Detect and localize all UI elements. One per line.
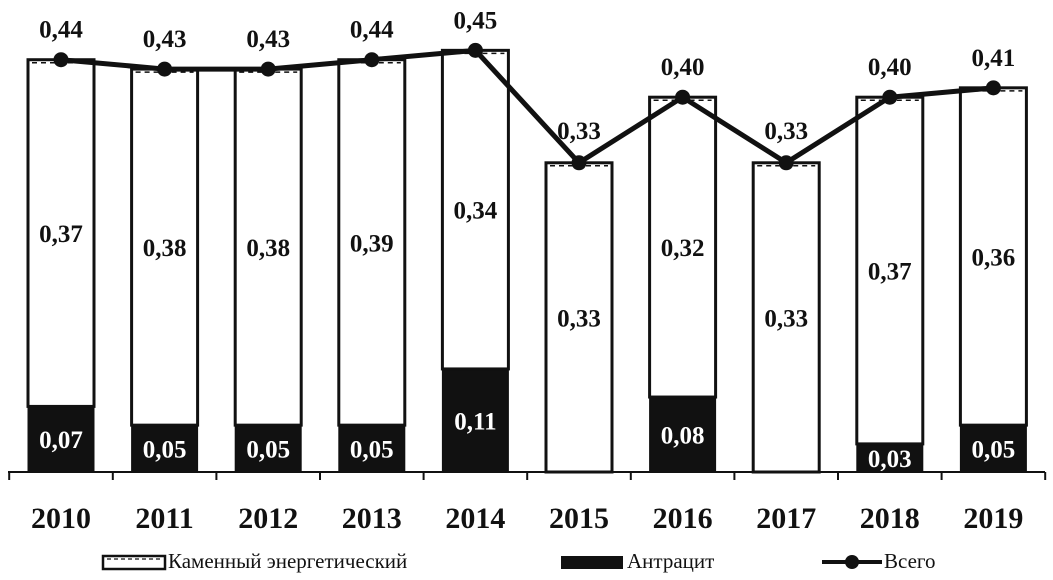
- total-point-2018: [882, 89, 898, 105]
- x-tick-2013: 2013: [342, 502, 402, 535]
- label-anthracite-2018: 0,03: [868, 446, 912, 473]
- label-total-2012: 0,43: [246, 26, 290, 53]
- x-tick-2014: 2014: [445, 502, 505, 535]
- label-anthracite-2013: 0,05: [350, 437, 394, 464]
- x-tick-2016: 2016: [653, 502, 713, 535]
- label-energy-coal-2014: 0,34: [454, 198, 498, 225]
- label-energy-coal-2016: 0,32: [661, 235, 705, 262]
- bar-energy-coal-2011: [130, 67, 200, 427]
- total-line: [58, 47, 996, 166]
- total-point-2016: [675, 89, 691, 105]
- bar-energy-coal-2013: [337, 58, 407, 427]
- label-anthracite-2019: 0,05: [972, 437, 1016, 464]
- total-line-layer: [53, 42, 1001, 171]
- bar-energy-coal-2010: [26, 58, 96, 408]
- label-energy-coal-2015: 0,33: [557, 305, 601, 332]
- x-tick-2019: 2019: [963, 502, 1023, 535]
- label-anthracite-2010: 0,07: [39, 427, 83, 454]
- legend-swatch-total-marker: [845, 555, 859, 569]
- x-tick-2010: 2010: [31, 502, 91, 535]
- label-total-2015: 0,33: [557, 118, 601, 145]
- x-tick-2018: 2018: [860, 502, 920, 535]
- label-total-2011: 0,43: [143, 26, 187, 53]
- bars-layer: [26, 48, 1028, 474]
- label-total-2014: 0,45: [454, 7, 498, 34]
- legend-label-energy-coal: Каменный энергетический: [168, 549, 407, 573]
- bar-anthracite-2016: [649, 396, 717, 473]
- label-total-2010: 0,44: [39, 17, 83, 44]
- bar-energy-coal-2012: [233, 67, 303, 427]
- legend-label-anthracite: Антрацит: [627, 549, 714, 573]
- bar-energy-coal-2016: [648, 95, 718, 399]
- label-energy-coal-2018: 0,37: [868, 259, 912, 286]
- total-point-2014: [467, 42, 483, 58]
- total-point-2010: [53, 52, 69, 68]
- bar-anthracite-2010: [27, 405, 95, 473]
- bar-anthracite-2014: [441, 368, 509, 473]
- x-tick-2011: 2011: [135, 502, 193, 535]
- label-energy-coal-2017: 0,33: [764, 305, 808, 332]
- label-anthracite-2016: 0,08: [661, 423, 705, 450]
- label-total-2018: 0,40: [868, 54, 912, 81]
- total-point-2015: [571, 155, 587, 171]
- label-energy-coal-2010: 0,37: [39, 221, 83, 248]
- bar-anthracite-2013: [338, 424, 406, 473]
- bar-anthracite-2012: [234, 424, 302, 473]
- label-total-2019: 0,41: [972, 45, 1016, 72]
- total-point-2011: [157, 61, 173, 77]
- x-tick-2012: 2012: [238, 502, 298, 535]
- x-tick-2015: 2015: [549, 502, 609, 535]
- total-point-2017: [778, 155, 794, 171]
- label-energy-coal-2013: 0,39: [350, 230, 394, 257]
- label-anthracite-2011: 0,05: [143, 437, 187, 464]
- x-axis: 2010 2011 2012 2013 2014 2015 2016 2017 2018 2019: [8, 471, 1047, 535]
- label-energy-coal-2019: 0,36: [972, 244, 1016, 271]
- x-tick-2017: 2017: [756, 502, 816, 535]
- legend: Каменный энергетический Антрацит Всего: [101, 549, 936, 573]
- legend-label-total: Всего: [884, 549, 936, 573]
- legend-swatch-anthracite: [561, 556, 623, 569]
- bar-energy-coal-2017: [751, 161, 821, 474]
- label-anthracite-2014: 0,11: [454, 408, 496, 435]
- label-energy-coal-2011: 0,38: [143, 235, 187, 262]
- value-labels-layer: 0,07 0,37 0,05 0,38 0,05 0,38 0,05 0,39 0,11 0,34…: [39, 7, 1015, 473]
- bar-energy-coal-2019: [958, 86, 1028, 427]
- total-point-2019: [985, 80, 1001, 96]
- legend-swatch-energy-coal: [101, 554, 167, 571]
- label-anthracite-2012: 0,05: [246, 437, 290, 464]
- label-energy-coal-2012: 0,38: [246, 235, 290, 262]
- bar-anthracite-2019: [959, 424, 1027, 473]
- label-total-2013: 0,44: [350, 17, 394, 44]
- label-total-2016: 0,40: [661, 54, 705, 81]
- total-point-2013: [364, 52, 380, 68]
- label-total-2017: 0,33: [764, 118, 808, 145]
- total-point-2012: [260, 61, 276, 77]
